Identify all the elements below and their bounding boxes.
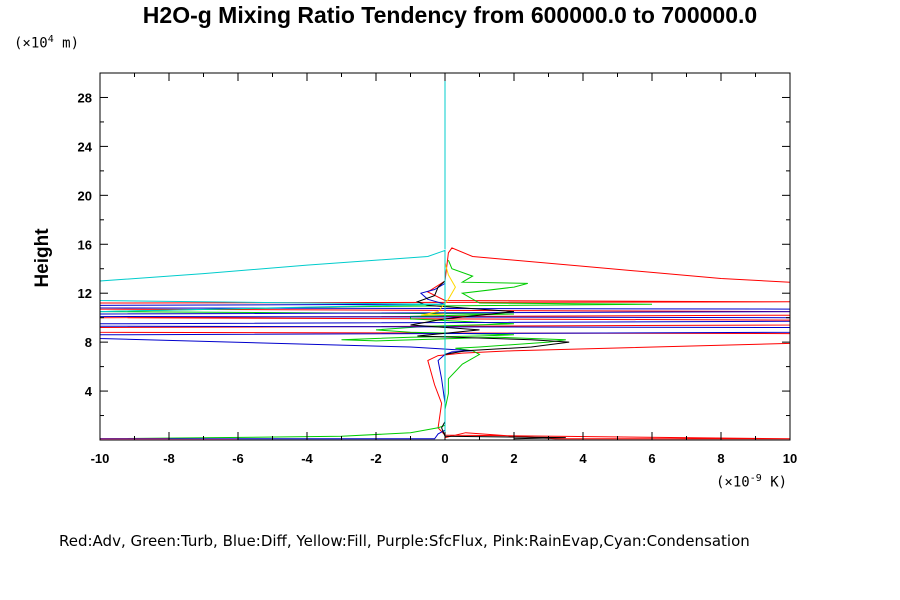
series-line-4 bbox=[420, 262, 456, 316]
y-axis-label: Height bbox=[32, 228, 53, 288]
y-axis-unit: (×104 m) bbox=[14, 34, 80, 52]
legend-text: Red:Adv, Green:Turb, Blue:Diff, Yellow:F… bbox=[59, 532, 750, 550]
x-tick-label: 2 bbox=[510, 451, 517, 466]
y-tick-label: 16 bbox=[78, 237, 92, 252]
y-tick-label: 4 bbox=[85, 384, 93, 399]
series-line-3 bbox=[410, 268, 570, 440]
x-tick-label: -4 bbox=[301, 451, 313, 466]
x-axis-ticks: -10 -8 -6 -4 -2 0 2 4 6 8 10 bbox=[91, 73, 797, 466]
x-tick-label: 6 bbox=[648, 451, 655, 466]
series-line-1 bbox=[99, 260, 653, 440]
x-tick-label: -10 bbox=[91, 451, 110, 466]
series-line-7 bbox=[99, 249, 446, 440]
y-tick-label: 20 bbox=[78, 188, 92, 203]
x-tick-label: -6 bbox=[232, 451, 244, 466]
x-tick-label: -8 bbox=[163, 451, 175, 466]
chart-title: H2O-g Mixing Ratio Tendency from 600000.… bbox=[142, 2, 758, 28]
x-tick-label: 4 bbox=[579, 451, 587, 466]
x-tick-label: -2 bbox=[370, 451, 382, 466]
y-tick-label: 12 bbox=[78, 286, 92, 301]
x-tick-label: 8 bbox=[717, 451, 724, 466]
y-tick-label: 24 bbox=[78, 139, 93, 154]
series-layer bbox=[99, 73, 791, 440]
y-tick-label: 8 bbox=[85, 335, 92, 350]
x-tick-label: 10 bbox=[783, 451, 797, 466]
y-tick-label: 28 bbox=[78, 90, 92, 105]
x-tick-label: 0 bbox=[441, 451, 448, 466]
x-axis-unit: (×10-9 K) bbox=[716, 473, 788, 491]
y-axis-ticks: 4 8 12 16 20 24 28 bbox=[78, 90, 790, 417]
